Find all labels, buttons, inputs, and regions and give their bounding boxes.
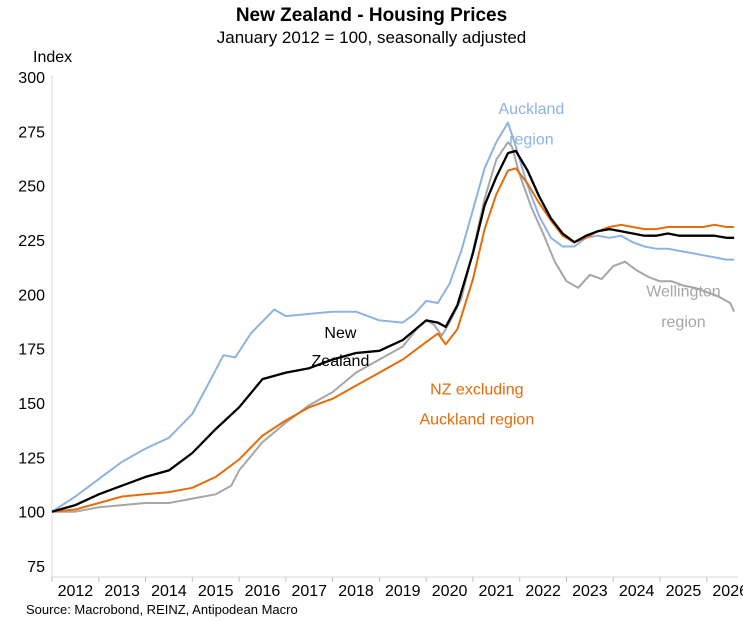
y-ticks: 75 100 125 150 175 200 225 250 275 300	[18, 70, 45, 576]
x-tick-label: 2015	[198, 583, 234, 600]
chart-title: New Zealand - Housing Prices	[235, 5, 508, 26]
series-line-new-zealand	[51, 149, 735, 513]
series-label: New	[324, 325, 356, 342]
series-label: Auckland	[499, 101, 565, 118]
series-label: Wellington	[646, 284, 720, 301]
x-tick-label: 2020	[432, 583, 468, 600]
y-tick-label: 125	[18, 450, 45, 467]
x-tick-label: 2017	[291, 583, 327, 600]
y-tick-label: 200	[18, 287, 45, 304]
x-tick-label: 2019	[385, 583, 421, 600]
x-tick-label: 2024	[619, 583, 655, 600]
y-tick-label: 75	[27, 559, 45, 576]
series-line-wellington-region	[52, 141, 736, 513]
series-label: region	[661, 314, 705, 331]
series-lines	[51, 121, 736, 513]
chart-subtitle: January 2012 = 100, seasonally adjusted	[216, 28, 527, 47]
x-tick-label: 2026	[712, 583, 743, 600]
x-tick-label: 2014	[151, 583, 187, 600]
y-axis-label: Index	[33, 49, 72, 66]
series-line-nz-excluding-auckland-region	[51, 167, 735, 513]
series-labels: Auckland region Wellington region New Zealand…	[312, 101, 721, 429]
y-tick-label: 275	[18, 124, 45, 141]
series-label: region	[509, 131, 553, 148]
x-ticks: 2012 2013 2014 2015 2016 2017 2018 2019 2020 2021…	[51, 577, 743, 600]
series-label: NZ excluding	[430, 381, 523, 398]
series-line-auckland-region	[51, 121, 735, 513]
x-tick-label: 2021	[479, 583, 515, 600]
y-tick-label: 250	[18, 179, 45, 196]
series-label: Auckland region	[419, 412, 534, 429]
chart-source: Source: Macrobond, REINZ, Antipodean Mac…	[26, 602, 298, 617]
y-tick-label: 300	[18, 70, 45, 87]
x-tick-label: 2013	[104, 583, 140, 600]
x-tick-label: 2022	[525, 583, 561, 600]
x-tick-label: 2012	[58, 583, 94, 600]
x-tick-label: 2018	[338, 583, 374, 600]
series-label: Zealand	[312, 353, 370, 370]
x-tick-label: 2016	[245, 583, 281, 600]
x-tick-label: 2023	[572, 583, 608, 600]
x-tick-label: 2025	[666, 583, 702, 600]
y-tick-label: 225	[18, 233, 45, 250]
y-tick-label: 100	[18, 505, 45, 522]
y-tick-label: 150	[18, 396, 45, 413]
y-tick-label: 175	[18, 342, 45, 359]
